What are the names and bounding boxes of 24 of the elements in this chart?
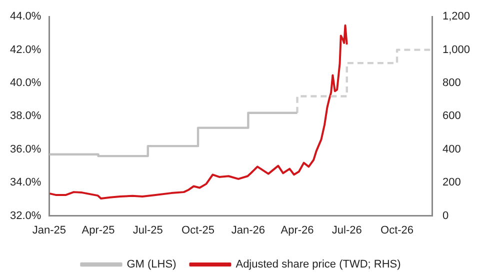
y2-tick-label: 200 — [442, 176, 461, 189]
x-tick-label: Oct-26 — [380, 224, 414, 236]
x-tick-label: Apr-26 — [280, 224, 314, 236]
y2-tick-label: 800 — [442, 77, 461, 90]
legend-label: GM (LHS) — [126, 258, 176, 271]
x-tick-label: Apr-25 — [82, 224, 115, 236]
y-tick-label: 36.0% — [10, 143, 42, 156]
y-tick-label: 42.0% — [10, 44, 42, 56]
y2-tick-label: 1,200 — [442, 10, 470, 23]
y2-tick-label: 0 — [442, 210, 449, 222]
y-tick-label: 38.0% — [10, 110, 42, 122]
y2-tick-label: 1,000 — [442, 44, 470, 56]
x-tick-label: Jul-25 — [132, 224, 163, 236]
x-tick-label: Jul-26 — [332, 224, 362, 236]
x-tick-label: Jan-26 — [231, 224, 266, 236]
y-tick-label: 32.0% — [10, 210, 42, 222]
x-tick-label: Oct-25 — [182, 224, 215, 236]
y-tick-label: 40.0% — [10, 77, 42, 90]
x-tick-label: Jan-25 — [32, 224, 66, 236]
legend-label: Adjusted share price (TWD; RHS) — [236, 258, 401, 271]
y2-tick-label: 400 — [442, 143, 461, 156]
y-tick-label: 34.0% — [10, 176, 42, 189]
y-tick-label: 44.0% — [10, 10, 42, 23]
y2-tick-label: 600 — [442, 110, 461, 122]
